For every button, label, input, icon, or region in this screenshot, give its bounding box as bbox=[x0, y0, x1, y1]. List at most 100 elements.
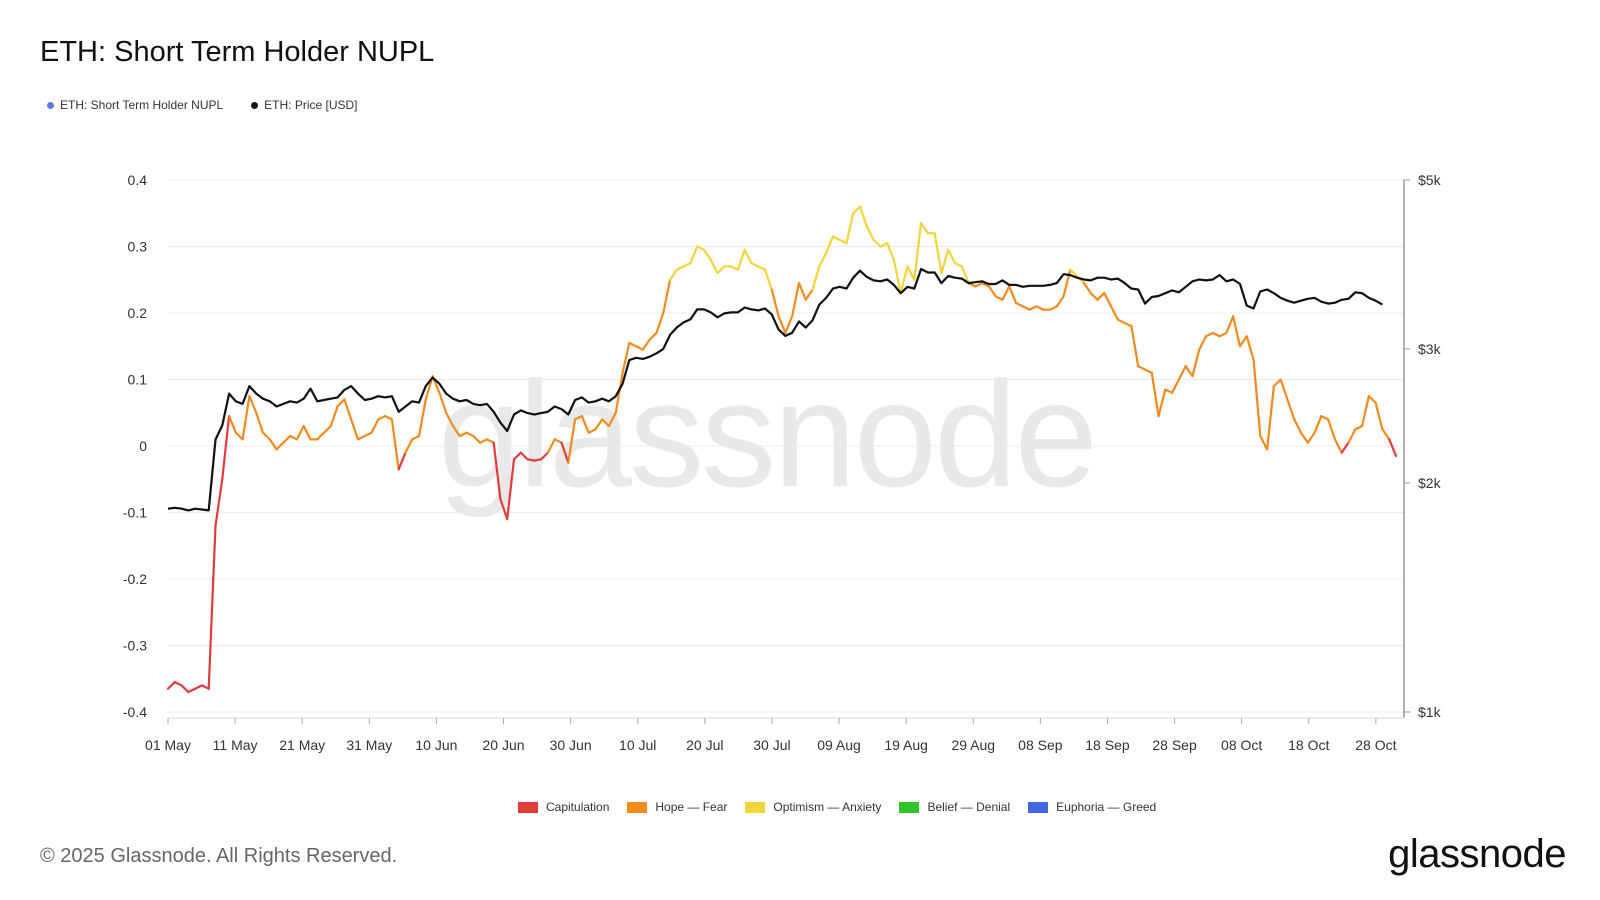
nupl-segment bbox=[255, 411, 265, 434]
legend-item-nupl[interactable]: ETH: Short Term Holder NUPL bbox=[47, 98, 223, 112]
legend-zone-label: Hope — Fear bbox=[655, 800, 728, 814]
nupl-segment bbox=[648, 331, 658, 341]
nupl-segment bbox=[384, 414, 393, 421]
nupl-segment bbox=[1150, 371, 1160, 418]
nupl-segment bbox=[445, 411, 455, 428]
nupl-segment bbox=[166, 680, 176, 690]
nupl-segment bbox=[1327, 418, 1337, 441]
nupl-segment bbox=[390, 418, 400, 471]
nupl-segment bbox=[241, 395, 251, 441]
nupl-segment bbox=[234, 431, 244, 441]
x-tick-label: 29 Aug bbox=[951, 737, 995, 753]
x-tick-label: 30 Jul bbox=[753, 737, 790, 753]
nupl-segment bbox=[1381, 428, 1391, 441]
nupl-segment bbox=[451, 424, 461, 438]
nupl-series[interactable] bbox=[166, 205, 1398, 694]
glassnode-logo[interactable]: glassnode bbox=[1388, 832, 1566, 876]
nupl-segment bbox=[553, 438, 563, 444]
nupl-segment bbox=[1123, 321, 1133, 328]
nupl-segment bbox=[1137, 365, 1147, 371]
nupl-segment bbox=[187, 687, 197, 694]
legend-label-nupl: ETH: Short Term Holder NUPL bbox=[60, 98, 224, 112]
nupl-segment bbox=[1103, 291, 1113, 308]
legend-zone-euphoria-greed[interactable]: Euphoria — Greed bbox=[1028, 800, 1156, 814]
nupl-segment bbox=[465, 431, 475, 438]
nupl-segment bbox=[350, 418, 360, 441]
nupl-segment bbox=[560, 441, 570, 464]
nupl-segment bbox=[221, 414, 231, 481]
x-tick-label: 08 Sep bbox=[1018, 737, 1063, 753]
nupl-segment bbox=[1109, 305, 1119, 321]
legend-zone-optimism-anxiety[interactable]: Optimism — Anxiety bbox=[745, 800, 881, 814]
nupl-segment bbox=[757, 265, 767, 271]
nupl-segment bbox=[499, 498, 509, 521]
right-tick-label: $1k bbox=[1418, 704, 1442, 720]
nupl-segment bbox=[1374, 401, 1384, 431]
nupl-segment bbox=[981, 281, 991, 288]
nupl-segment bbox=[879, 242, 889, 248]
left-tick-label: 0 bbox=[139, 438, 147, 454]
nupl-segment bbox=[702, 248, 712, 261]
nupl-segment bbox=[1191, 348, 1201, 378]
grid bbox=[168, 179, 1404, 713]
nupl-segment bbox=[207, 524, 217, 690]
legend-item-price[interactable]: ETH: Price [USD] bbox=[251, 98, 358, 112]
nupl-segment bbox=[994, 295, 1004, 301]
nupl-segment bbox=[655, 311, 665, 335]
x-tick-label: 20 Jun bbox=[482, 737, 524, 753]
nupl-segment bbox=[913, 222, 923, 281]
nupl-segment bbox=[770, 288, 780, 318]
nupl-segment bbox=[329, 405, 339, 428]
legend-label-price: ETH: Price [USD] bbox=[264, 98, 358, 112]
nupl-segment bbox=[1252, 358, 1262, 438]
nupl-segment bbox=[906, 265, 916, 281]
price-series[interactable] bbox=[167, 267, 1383, 512]
nupl-segment bbox=[1055, 295, 1065, 308]
nupl-segment bbox=[1211, 331, 1221, 338]
nupl-segment bbox=[546, 438, 556, 454]
nupl-segment bbox=[573, 414, 583, 421]
nupl-segment bbox=[933, 232, 943, 275]
nupl-segment bbox=[1320, 414, 1330, 421]
nupl-segment bbox=[641, 338, 651, 351]
nupl-segment bbox=[818, 252, 828, 268]
left-tick-label: -0.4 bbox=[123, 704, 147, 720]
nupl-segment bbox=[621, 341, 631, 374]
nupl-segment bbox=[1143, 368, 1153, 374]
left-axis: 0.4 0.3 0.2 0.1 0 -0.1 -0.2 -0.3 -0.4 bbox=[123, 172, 147, 720]
nupl-segment bbox=[1089, 291, 1099, 301]
x-tick-label: 11 May bbox=[213, 737, 258, 753]
nupl-segment bbox=[587, 428, 597, 434]
nupl-segment bbox=[1218, 331, 1228, 338]
nupl-segment bbox=[960, 265, 970, 285]
legend-zone-capitulation[interactable]: Capitulation bbox=[518, 800, 609, 814]
x-tick-label: 18 Oct bbox=[1288, 737, 1329, 753]
legend-zone-label: Capitulation bbox=[546, 800, 610, 814]
nupl-segment bbox=[1340, 441, 1350, 454]
nupl-segment bbox=[1130, 325, 1140, 368]
nupl-segment bbox=[261, 431, 271, 441]
right-tick-label: $3k bbox=[1418, 341, 1442, 357]
nupl-segment bbox=[289, 434, 299, 441]
nupl-segment bbox=[601, 418, 611, 428]
left-tick-label: -0.1 bbox=[123, 505, 147, 521]
x-tick-label: 08 Oct bbox=[1221, 737, 1262, 753]
nupl-segment bbox=[194, 684, 204, 690]
nupl-segment bbox=[824, 235, 834, 255]
nupl-segment bbox=[1082, 281, 1092, 295]
nupl-segment bbox=[1116, 318, 1126, 325]
legend-zone-hope-fear[interactable]: Hope — Fear bbox=[627, 800, 727, 814]
chart-title: ETH: Short Term Holder NUPL bbox=[40, 36, 435, 68]
nupl-segment bbox=[458, 431, 468, 438]
legend-dot-nupl bbox=[47, 101, 54, 109]
nupl-segment bbox=[1021, 305, 1031, 311]
x-tick-label: 28 Oct bbox=[1355, 737, 1396, 753]
nupl-segment bbox=[940, 248, 950, 275]
right-axis: $5k $3k $2k $1k bbox=[1403, 172, 1442, 720]
nupl-segment bbox=[472, 434, 482, 444]
nupl-segment bbox=[886, 242, 896, 261]
legend-zone-belief-denial[interactable]: Belief — Denial bbox=[899, 800, 1010, 814]
nupl-segment bbox=[784, 315, 794, 335]
nupl-segment bbox=[1184, 365, 1194, 378]
